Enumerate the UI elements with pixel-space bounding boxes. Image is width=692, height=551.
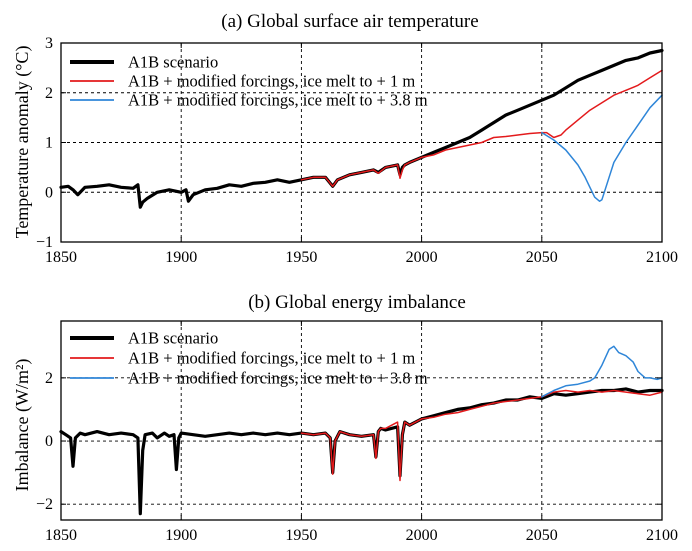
panel-b-y-axis-label: Imbalance (W/m²) <box>12 359 33 492</box>
panel-b-xtick-label-2000: 2000 <box>406 527 438 544</box>
panel-a-series-line-3 <box>541 94 663 202</box>
panel-a-y-axis-label: Temperature anomaly (°C) <box>12 46 33 239</box>
panel-b-plot-frame <box>60 320 663 521</box>
panel-b-legend-label-3: A1B + modified forcings, ice melt to + 3… <box>128 369 428 388</box>
panel-b-series-line-2 <box>300 389 663 482</box>
panel-b-ytick-label--2: −2 <box>36 496 53 513</box>
panel-b-gridlines <box>61 321 662 520</box>
temperature-panel: (a) Global surface air temperature Tempe… <box>12 11 678 266</box>
panel-b-xtick-label-2100: 2100 <box>646 527 678 544</box>
panel-b-series-line-3 <box>541 345 663 398</box>
panel-a-gridlines <box>61 43 662 242</box>
panel-a-ytick-label-3: 3 <box>45 35 53 52</box>
panel-a-ytick-label-1: 1 <box>45 135 53 152</box>
panel-b-title: (b) Global energy imbalance <box>248 292 466 313</box>
panel-b-legend-label-2: A1B + modified forcings, ice melt to + 1… <box>128 349 415 368</box>
panel-a-xtick-label-1850: 1850 <box>45 249 77 266</box>
panel-b-series-line-1 <box>59 387 664 516</box>
panel-b-legend-label-1: A1B scenario <box>128 329 218 348</box>
panel-a-xtick-label-1950: 1950 <box>285 249 317 266</box>
panel-a-ticks: 1850 1900 1950 2000 2050 2100 −1 0 1 2 3 <box>36 35 678 266</box>
panel-a-legend-label-2: A1B + modified forcings, ice melt to + 1… <box>128 72 415 91</box>
energy-imbalance-panel: (b) Global energy imbalance Imbalance (W… <box>12 292 678 544</box>
panel-a-xtick-label-2050: 2050 <box>526 249 558 266</box>
panel-a-title: (a) Global surface air temperature <box>221 11 478 32</box>
panel-b-xtick-label-1900: 1900 <box>165 527 197 544</box>
panel-b-xtick-label-2050: 2050 <box>526 527 558 544</box>
panel-a-ytick-label--1: −1 <box>36 234 53 251</box>
panel-b-xtick-label-1950: 1950 <box>285 527 317 544</box>
panel-a-xtick-label-1900: 1900 <box>165 249 197 266</box>
panel-b-ytick-label-0: 0 <box>45 433 53 450</box>
panel-b-ticks: 1850 1900 1950 2000 2050 2100 −2 0 2 <box>36 321 678 544</box>
panel-a-ytick-label-2: 2 <box>45 85 53 102</box>
panel-a-legend-label-1: A1B scenario <box>128 53 218 72</box>
panel-a-xtick-label-2000: 2000 <box>406 249 438 266</box>
panel-a-series <box>59 48 664 209</box>
panel-a-series-line-2 <box>300 69 663 188</box>
panel-b-xtick-label-1850: 1850 <box>45 527 77 544</box>
panel-a-xtick-label-2100: 2100 <box>646 249 678 266</box>
panel-a-ytick-label-0: 0 <box>45 184 53 201</box>
panel-b-ytick-label-2: 2 <box>45 370 53 387</box>
panel-a-legend-label-3: A1B + modified forcings, ice melt to + 3… <box>128 91 428 110</box>
panel-b-series <box>59 345 664 516</box>
